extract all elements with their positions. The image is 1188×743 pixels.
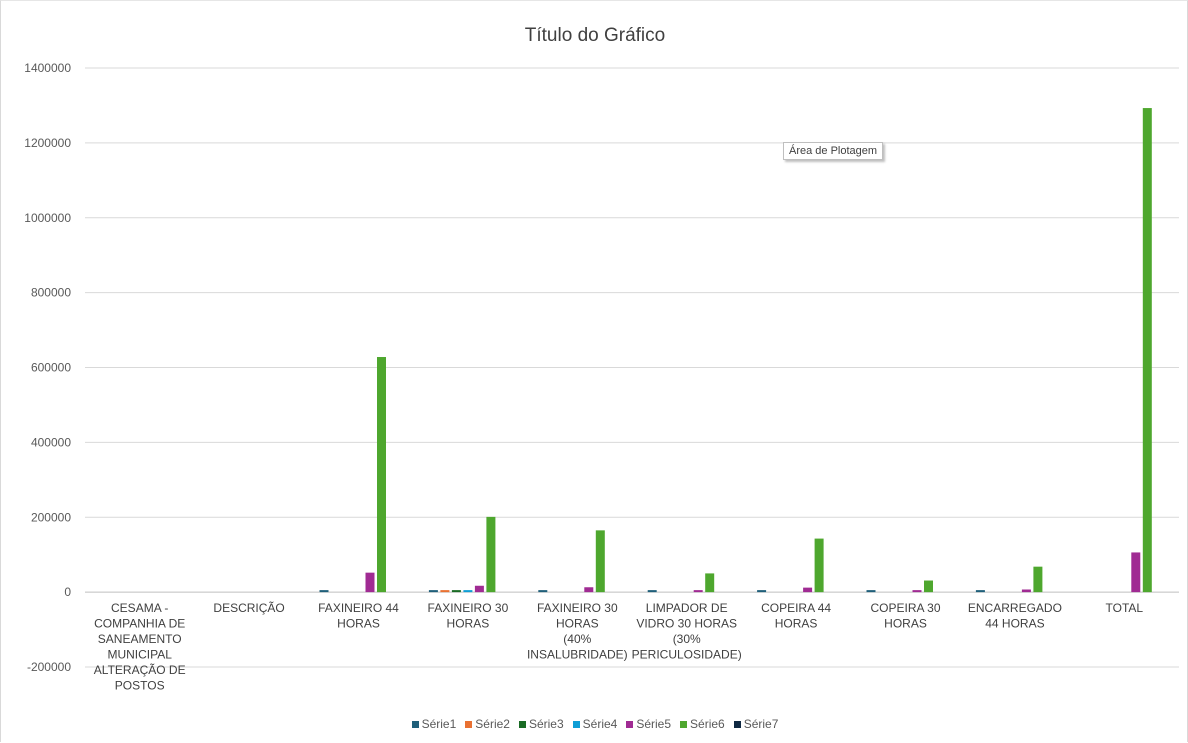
bar-srie5-6	[803, 587, 813, 593]
legend-item[interactable]: Série1	[411, 717, 457, 731]
bar-srie5-9	[1131, 552, 1141, 593]
legend-label: Série4	[582, 717, 618, 731]
y-tick-label: 400000	[31, 435, 71, 449]
bar-srie5-3	[474, 585, 484, 593]
category-label: ENCARREGADO 44 HORAS	[968, 601, 1062, 631]
bar-srie4-3	[463, 590, 473, 593]
bar-srie1-8	[975, 590, 985, 593]
bar-srie6-3	[486, 516, 496, 593]
y-tick-label: 600000	[31, 361, 71, 375]
bar-srie1-3	[428, 590, 438, 593]
bar-srie5-5	[693, 590, 703, 593]
legend-item[interactable]: Série4	[572, 717, 618, 731]
legend-label: Série1	[421, 717, 457, 731]
legend-swatch	[411, 720, 419, 728]
category-label: LIMPADOR DE VIDRO 30 HORAS (30% PERICULOSID…	[632, 601, 742, 662]
bar-srie1-5	[647, 590, 657, 593]
legend-swatch	[518, 720, 526, 728]
legend-swatch	[626, 720, 634, 728]
bar-srie5-7	[912, 590, 922, 593]
legend-item[interactable]: Série7	[733, 717, 779, 731]
bar-srie1-4	[538, 590, 548, 593]
legend-swatch	[733, 720, 741, 728]
legend-item[interactable]: Série3	[518, 717, 564, 731]
legend: Série1 Série2 Série3 Série4 Série5 Série6 Séri…	[1, 717, 1188, 731]
legend-item[interactable]: Série6	[680, 717, 725, 731]
bar-srie1-7	[866, 590, 876, 593]
legend-label: Série3	[528, 717, 564, 731]
legend-label: Série5	[636, 717, 672, 731]
y-tick-label: 1000000	[24, 211, 71, 225]
bar-srie1-2	[319, 590, 329, 593]
bar-srie5-8	[1021, 589, 1031, 593]
chart-title: Título do Gráfico	[524, 25, 666, 46]
plot-area-tooltip: Área de Plotagem	[783, 142, 884, 160]
bar-srie6-9	[1142, 108, 1152, 593]
bar-srie5-4	[584, 587, 594, 593]
bar-srie3-3	[451, 590, 461, 593]
category-label: COPEIRA 30 HORAS	[870, 601, 940, 631]
bar-srie6-6	[814, 538, 824, 593]
bar-srie1-6	[757, 590, 767, 593]
y-tick-label: 0	[64, 585, 71, 599]
legend-swatch	[572, 720, 580, 728]
bar-srie6-4	[595, 530, 605, 593]
category-label: DESCRIÇÃO	[213, 601, 284, 615]
legend-item[interactable]: Série5	[626, 717, 671, 731]
y-tick-label: 1400000	[24, 61, 71, 75]
category-label: TOTAL	[1106, 601, 1144, 615]
bar-srie6-8	[1033, 566, 1043, 593]
category-label: FAXINEIRO 30 HORAS (40% INSALUBRIDADE)	[527, 601, 628, 662]
y-tick-label: 200000	[31, 510, 71, 524]
legend-swatch	[680, 720, 688, 728]
bar-srie6-5	[705, 573, 715, 593]
y-tick-label: -200000	[27, 660, 71, 674]
legend-item[interactable]: Série2	[465, 717, 510, 731]
bar-srie6-2	[377, 357, 386, 593]
category-label: CESAMA -COMPANHIA DE SANEAMENTO MUNICIPAL A…	[94, 601, 186, 693]
category-label: COPEIRA 44 HORAS	[761, 601, 831, 631]
y-tick-label: 800000	[31, 286, 71, 300]
bar-srie6-7	[924, 580, 933, 593]
bar-srie5-2	[365, 572, 375, 593]
category-label: FAXINEIRO 30 HORAS	[428, 601, 509, 631]
category-label: FAXINEIRO 44 HORAS	[318, 601, 399, 631]
bar-srie2-3	[440, 590, 450, 593]
legend-label: Série2	[475, 717, 510, 731]
legend-label: Série6	[690, 717, 725, 731]
y-tick-label: 1200000	[24, 136, 71, 150]
legend-swatch	[465, 720, 473, 728]
legend-label: Série7	[743, 717, 779, 731]
